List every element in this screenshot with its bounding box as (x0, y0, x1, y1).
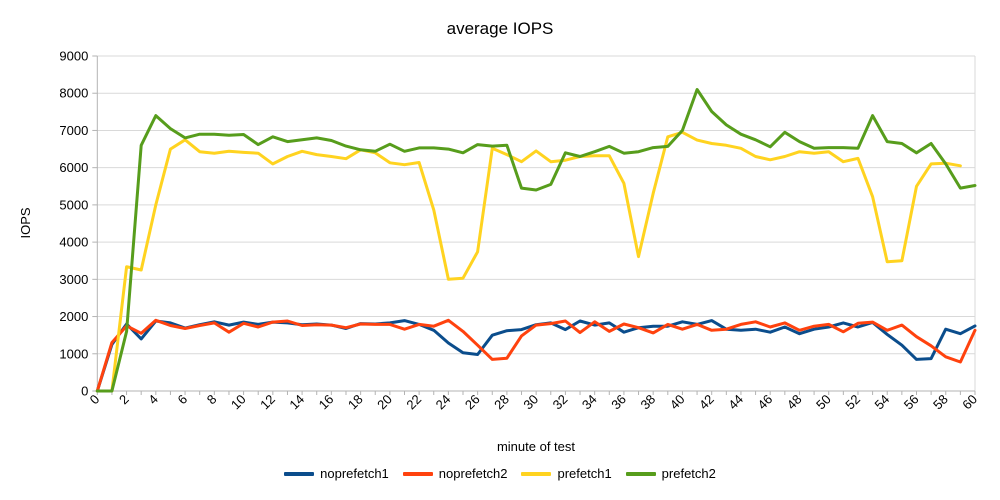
legend-label: prefetch1 (557, 466, 612, 481)
x-tick-label: 14 (286, 392, 307, 413)
y-tick-label: 9000 (59, 49, 88, 64)
x-tick-label: 10 (228, 392, 249, 413)
x-tick-label: 26 (462, 392, 483, 413)
legend-label: noprefetch2 (438, 466, 508, 481)
x-tick-label: 8 (204, 392, 220, 408)
legend-swatch-noprefetch1 (284, 471, 315, 476)
legend-label: prefetch2 (661, 466, 716, 481)
x-axis-title: minute of test (497, 439, 575, 454)
x-tick-label: 38 (637, 392, 658, 413)
x-tick-label: 52 (842, 392, 863, 413)
x-tick-label: 0 (87, 392, 103, 408)
x-tick-label: 34 (579, 392, 600, 413)
y-tick-label: 1000 (59, 346, 88, 361)
x-tick-label: 16 (316, 392, 337, 413)
x-tick-label: 40 (667, 392, 688, 413)
y-tick-label: 4000 (59, 235, 88, 250)
y-tick-label: 6000 (59, 160, 88, 175)
series-layer (95, 88, 977, 393)
series-line-prefetch1 (95, 130, 962, 393)
x-tick-label: 30 (520, 392, 541, 413)
x-tick-label: 36 (608, 392, 629, 413)
x-tick-label: 18 (345, 392, 366, 413)
y-tick-label: 8000 (59, 86, 88, 101)
legend: noprefetch1 noprefetch2 prefetch1 prefetch2 (0, 466, 1000, 481)
x-tick-label: 58 (930, 392, 951, 413)
x-tick-label: 50 (813, 392, 834, 413)
legend-swatch-prefetch1 (521, 471, 552, 476)
grid-layer (97, 55, 975, 392)
x-tick-label: 12 (257, 392, 278, 413)
x-tick-label: 2 (116, 392, 132, 408)
x-tick-label: 46 (754, 392, 775, 413)
y-tick-label: 0 (81, 384, 88, 399)
x-tick-label: 54 (872, 392, 893, 413)
legend-swatch-prefetch2 (625, 471, 656, 476)
x-tick-label: 42 (696, 392, 717, 413)
legend-item-prefetch1: prefetch1 (521, 466, 612, 481)
y-axis-title: IOPS (18, 207, 33, 238)
x-tick-label: 44 (725, 392, 746, 413)
x-tick-label: 28 (491, 392, 512, 413)
y-tick-label: 3000 (59, 272, 88, 287)
legend-label: noprefetch1 (320, 466, 389, 481)
legend-item-noprefetch2: noprefetch2 (402, 466, 508, 481)
legend-swatch-noprefetch2 (402, 471, 433, 476)
y-tick-label: 5000 (59, 197, 88, 212)
x-tick-label: 60 (959, 392, 980, 413)
x-tick-label: 6 (174, 392, 190, 408)
x-tick-label: 20 (374, 392, 395, 413)
y-tick-label: 2000 (59, 309, 88, 324)
x-tick-label: 4 (145, 392, 161, 408)
series-line-prefetch2 (95, 88, 977, 393)
legend-item-noprefetch1: noprefetch1 (284, 466, 389, 481)
x-tick-label: 32 (550, 392, 571, 413)
y-tick-label: 7000 (59, 123, 88, 138)
x-tick-label: 56 (901, 392, 922, 413)
legend-item-prefetch2: prefetch2 (625, 466, 716, 481)
x-tick-label: 48 (784, 392, 805, 413)
x-tick-label: 24 (433, 392, 454, 413)
x-tick-label: 22 (403, 392, 424, 413)
chart-title: average IOPS (447, 19, 554, 38)
series-line-noprefetch2 (95, 318, 977, 393)
